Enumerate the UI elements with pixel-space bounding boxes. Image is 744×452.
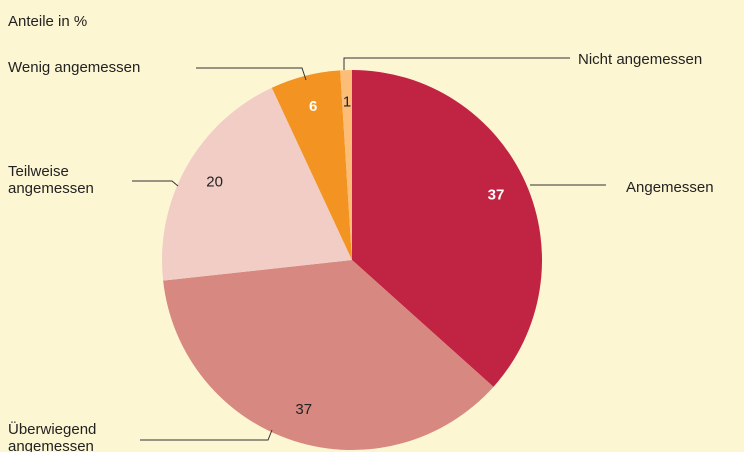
leader-line [343, 57, 570, 70]
value-label: 6 [309, 98, 317, 115]
pie-slice [163, 260, 494, 450]
category-label: Überwiegend angemessen [8, 420, 96, 452]
category-label: Wenig angemessen [8, 59, 140, 76]
label-line: angemessen [8, 180, 94, 197]
chart-subtitle: Anteile in % [8, 13, 87, 30]
pie-slice [162, 87, 352, 281]
value-label: 20 [206, 174, 223, 191]
value-label: 37 [295, 401, 312, 418]
category-label: Angemessen [626, 179, 714, 196]
label-line: angemessen [8, 438, 94, 452]
pie-slice [352, 70, 543, 387]
leader-line [140, 429, 273, 441]
category-label: Nicht angemessen [578, 51, 702, 68]
value-label: 1 [343, 93, 351, 110]
leader-line [132, 180, 179, 187]
label-line: Überwiegend [8, 420, 96, 438]
pie-slice [271, 70, 352, 260]
pie-slice [340, 70, 352, 260]
category-label: Teilweise angemessen [8, 163, 94, 197]
leader-line [196, 67, 307, 81]
value-label: 37 [488, 187, 505, 204]
label-line: Teilweise [8, 163, 69, 180]
